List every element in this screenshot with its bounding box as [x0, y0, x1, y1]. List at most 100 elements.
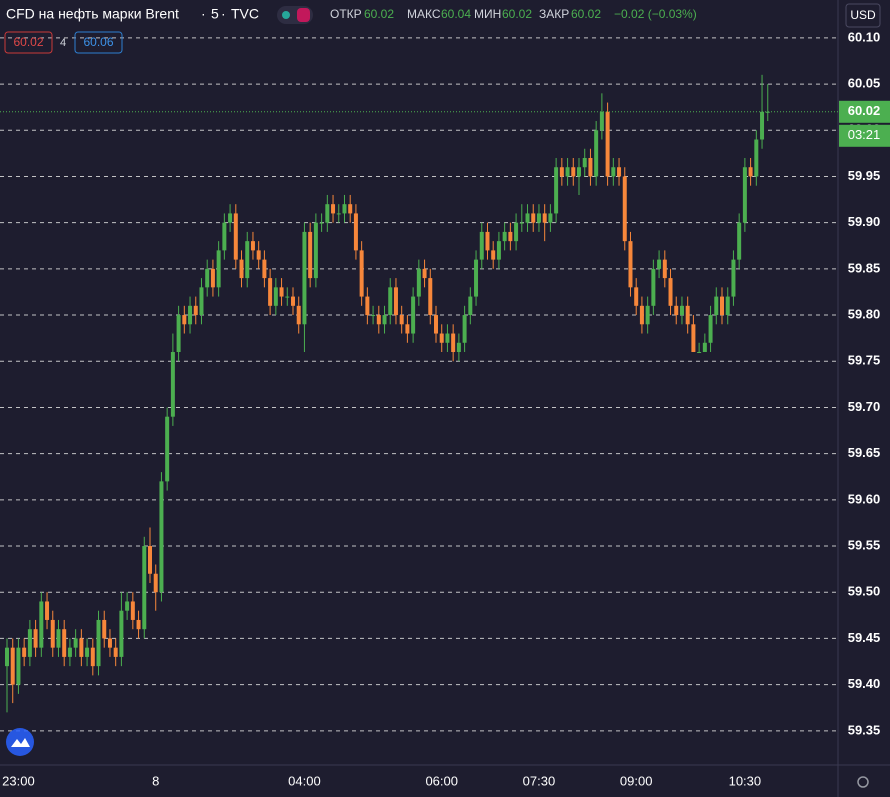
- candle-body: [594, 130, 599, 177]
- candle-body: [296, 305, 301, 325]
- candle-body: [45, 601, 50, 620]
- countdown-box: [839, 124, 890, 147]
- y-tick-label: 59.75: [848, 353, 881, 368]
- candle-body: [388, 287, 393, 316]
- candle-body: [90, 647, 95, 667]
- candle-body: [262, 259, 267, 279]
- candle-body: [582, 157, 587, 168]
- candle-body: [182, 315, 187, 325]
- candle-body: [599, 111, 604, 131]
- y-tick-label: 59.90: [848, 214, 881, 229]
- candle-body: [268, 278, 273, 306]
- candle-body: [731, 259, 736, 297]
- separator: ·: [221, 6, 226, 22]
- candle-body: [519, 222, 524, 224]
- candle-body: [342, 204, 347, 214]
- candle-body: [130, 601, 135, 620]
- candle-body: [325, 204, 330, 223]
- x-tick-label: 04:00: [288, 773, 321, 788]
- candle-body: [205, 268, 210, 288]
- candle-body: [525, 213, 530, 223]
- candle-body: [559, 167, 564, 177]
- y-tick-label: 59.70: [848, 399, 881, 414]
- candle-body: [250, 241, 255, 251]
- y-tick-label: 59.50: [848, 584, 881, 599]
- candle-body: [428, 278, 433, 316]
- candle-body: [107, 638, 112, 648]
- x-tick-label: 07:30: [523, 773, 556, 788]
- candle-body: [148, 546, 152, 574]
- candle-body: [611, 167, 616, 177]
- candle-body: [399, 315, 404, 325]
- symbol[interactable]: CFD на нефть марки Brent: [6, 6, 179, 22]
- y-tick-label: 59.40: [848, 676, 881, 691]
- candle-body: [96, 619, 101, 667]
- candle-body: [720, 296, 724, 316]
- candle-body: [645, 305, 650, 325]
- candle-body: [285, 296, 290, 298]
- candle-body: [353, 213, 358, 251]
- candle-body: [405, 324, 410, 334]
- candle-body: [462, 315, 467, 343]
- candle-body: [336, 213, 341, 215]
- candle-body: [50, 619, 55, 648]
- candle-body: [256, 250, 261, 260]
- candle-body: [210, 268, 215, 288]
- candle-body: [468, 296, 473, 316]
- candle-body: [73, 638, 78, 648]
- candle-body: [393, 287, 398, 316]
- candle-body: [222, 222, 227, 251]
- candle-body: [685, 305, 690, 325]
- last-price-box: [839, 100, 890, 123]
- candle-body: [193, 305, 198, 316]
- candle-body: [617, 167, 622, 177]
- candle-body: [702, 342, 707, 353]
- candle-body: [27, 629, 32, 657]
- logo[interactable]: [6, 728, 34, 756]
- candle-body: [170, 352, 175, 417]
- candle-body: [485, 231, 490, 251]
- open-label: ОТКР: [330, 7, 362, 21]
- candle-body: [639, 305, 644, 325]
- candle-body: [628, 241, 633, 288]
- candle-body: [742, 167, 747, 223]
- candle-body: [382, 315, 387, 325]
- candle-body: [445, 333, 450, 343]
- close-label: ЗАКР: [539, 7, 569, 21]
- candle-body: [548, 213, 553, 223]
- close-value: 60.02: [571, 7, 601, 21]
- ask-box[interactable]: [74, 31, 123, 54]
- candle-body: [119, 610, 124, 657]
- currency-box[interactable]: [845, 3, 881, 28]
- interval[interactable]: 5: [211, 6, 219, 22]
- candle-body: [502, 231, 507, 242]
- candle-body: [273, 287, 278, 306]
- candle-body: [536, 213, 541, 223]
- candle-body: [79, 638, 84, 657]
- candle-body: [708, 315, 713, 343]
- candle-body: [674, 305, 679, 316]
- candle-body: [622, 176, 627, 242]
- candle-body: [279, 287, 284, 297]
- candle-body: [233, 213, 238, 260]
- candle-body: [411, 296, 416, 334]
- y-tick-label: 59.60: [848, 491, 881, 506]
- bid-box[interactable]: [4, 31, 53, 54]
- candle-body: [714, 296, 719, 316]
- candle-body: [291, 296, 295, 306]
- candle-body: [508, 231, 513, 242]
- candle-body: [153, 573, 158, 593]
- candle-body: [67, 647, 72, 657]
- y-tick-label: 60.05: [848, 76, 881, 91]
- market-open-dot: [282, 11, 290, 19]
- settings[interactable]: [857, 776, 869, 788]
- candle-body: [365, 296, 370, 316]
- ask: 60.06: [83, 35, 113, 49]
- low-value: 60.02: [502, 7, 532, 21]
- candle-body: [56, 629, 61, 648]
- candle-body: [136, 619, 141, 630]
- open-value: 60.02: [364, 7, 394, 21]
- candle-body: [62, 629, 67, 657]
- x-tick-label: 09:00: [620, 773, 653, 788]
